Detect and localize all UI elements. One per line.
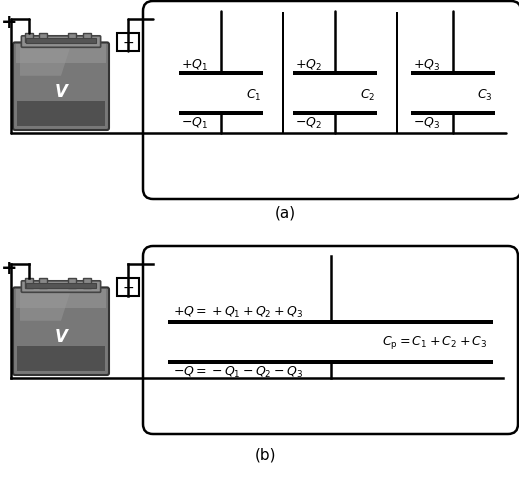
Text: $-Q_1$: $-Q_1$ [181,116,208,131]
Bar [38,278,47,288]
Bar [16,44,106,63]
FancyBboxPatch shape [13,287,109,375]
Text: V: V [54,328,67,346]
Polygon shape [20,47,70,76]
Text: $+Q_2$: $+Q_2$ [295,57,322,72]
Text: V: V [54,83,67,101]
Bar [83,33,91,42]
Bar [17,347,105,371]
Bar [25,33,33,42]
Bar [17,102,105,126]
Bar [83,278,91,288]
Bar [26,283,96,288]
Bar [117,278,139,296]
Text: $C_2$: $C_2$ [360,87,375,103]
Text: $+Q = +Q_1 + Q_2 + Q_3$: $+Q = +Q_1 + Q_2 + Q_3$ [173,304,303,320]
Bar [16,289,106,309]
FancyBboxPatch shape [21,281,101,292]
Text: $-Q_3$: $-Q_3$ [413,116,440,131]
FancyBboxPatch shape [13,42,109,130]
Text: $-Q_2$: $-Q_2$ [295,116,322,131]
FancyBboxPatch shape [143,246,518,434]
Bar [38,33,47,42]
Text: (a): (a) [275,206,295,221]
Bar [117,33,139,51]
Text: $+Q_1$: $+Q_1$ [181,57,208,72]
Text: $-Q = -Q_1 - Q_2 - Q_3$: $-Q = -Q_1 - Q_2 - Q_3$ [173,364,303,380]
Text: +: + [1,14,17,33]
Bar [68,33,76,42]
Bar [25,278,33,288]
Text: +: + [1,259,17,278]
Bar [68,278,76,288]
Bar [26,38,96,43]
Text: $-$: $-$ [122,280,134,294]
Text: $C_1$: $C_1$ [245,87,261,103]
FancyBboxPatch shape [143,1,519,199]
Text: $-$: $-$ [122,35,134,49]
Text: $C_3$: $C_3$ [477,87,493,103]
Text: $C_{\mathrm{p}} = C_1 + C_2 + C_3$: $C_{\mathrm{p}} = C_1 + C_2 + C_3$ [383,333,488,350]
FancyBboxPatch shape [21,36,101,47]
Polygon shape [20,292,70,321]
Text: $+Q_3$: $+Q_3$ [413,57,440,72]
Text: (b): (b) [254,448,276,463]
